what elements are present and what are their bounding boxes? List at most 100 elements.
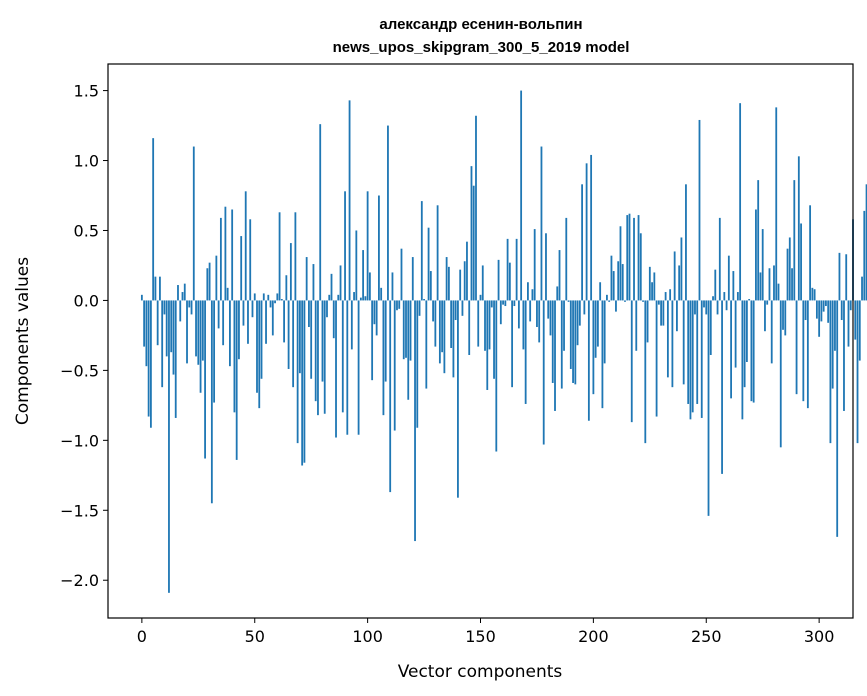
bar bbox=[508, 262, 511, 301]
bar bbox=[201, 300, 204, 361]
bar bbox=[484, 300, 486, 351]
chart-title-line-1: александр есенин-вольпин bbox=[379, 16, 582, 33]
bar bbox=[743, 300, 746, 388]
bar bbox=[348, 100, 351, 301]
bar bbox=[366, 191, 369, 301]
bar bbox=[834, 300, 836, 351]
y-tick-label: 1.5 bbox=[74, 82, 99, 101]
bar bbox=[330, 273, 333, 301]
bar bbox=[770, 300, 773, 364]
x-tick-label: 150 bbox=[465, 627, 496, 646]
bar bbox=[319, 124, 322, 301]
bar bbox=[682, 300, 685, 385]
bar bbox=[341, 300, 344, 413]
bar bbox=[247, 300, 249, 344]
bar bbox=[479, 294, 482, 301]
bar bbox=[843, 300, 845, 411]
bar bbox=[689, 300, 692, 420]
bar bbox=[443, 300, 446, 374]
bar bbox=[409, 300, 412, 361]
y-tick-label: −0.5 bbox=[60, 361, 99, 380]
bar bbox=[723, 292, 726, 301]
bar bbox=[648, 266, 651, 301]
bar bbox=[626, 215, 629, 301]
bar bbox=[298, 300, 301, 374]
y-tick-label: 0.0 bbox=[74, 291, 99, 310]
bar bbox=[777, 283, 780, 301]
bar bbox=[705, 300, 708, 315]
bar bbox=[662, 300, 665, 326]
bar bbox=[147, 300, 150, 417]
bar bbox=[752, 300, 755, 403]
bar bbox=[271, 300, 274, 336]
bar bbox=[208, 262, 211, 301]
bar bbox=[732, 271, 735, 301]
bar bbox=[610, 255, 613, 301]
bar bbox=[603, 300, 606, 364]
bar bbox=[736, 292, 739, 301]
bar bbox=[676, 300, 678, 332]
bar bbox=[472, 185, 475, 301]
bar bbox=[606, 294, 608, 301]
bar bbox=[438, 300, 441, 364]
y-tick-label: −1.5 bbox=[60, 501, 99, 520]
bar bbox=[265, 300, 267, 344]
bar bbox=[730, 300, 732, 399]
bar bbox=[639, 233, 642, 301]
bar bbox=[581, 184, 583, 301]
bar bbox=[457, 300, 459, 498]
bar bbox=[477, 300, 480, 347]
bar bbox=[452, 300, 455, 378]
bar bbox=[567, 300, 570, 302]
bar bbox=[486, 300, 489, 390]
bar bbox=[540, 146, 543, 301]
bar bbox=[671, 300, 674, 388]
bar bbox=[382, 300, 385, 416]
bar bbox=[429, 271, 432, 301]
bar bbox=[459, 269, 462, 301]
bar bbox=[488, 300, 491, 350]
bar bbox=[691, 300, 694, 413]
bar bbox=[572, 300, 574, 383]
bar bbox=[161, 300, 164, 388]
bar bbox=[258, 300, 261, 409]
bar bbox=[856, 300, 859, 444]
bar bbox=[556, 286, 559, 301]
y-tick-label: 1.0 bbox=[74, 152, 99, 171]
y-tick-label: −2.0 bbox=[60, 571, 99, 590]
bar bbox=[154, 276, 157, 301]
bar bbox=[565, 217, 568, 301]
bar bbox=[414, 300, 416, 542]
bar bbox=[854, 300, 857, 340]
bar bbox=[204, 300, 206, 459]
bar bbox=[251, 300, 254, 318]
bar bbox=[750, 300, 753, 402]
bar bbox=[741, 300, 744, 420]
bar bbox=[159, 276, 161, 301]
bar-series bbox=[140, 90, 867, 593]
bar bbox=[612, 271, 615, 301]
bar bbox=[718, 217, 721, 301]
y-tick-label: 0.5 bbox=[74, 221, 99, 240]
bar bbox=[698, 119, 701, 301]
bar bbox=[396, 300, 398, 311]
bar bbox=[727, 255, 730, 301]
bar bbox=[700, 300, 703, 418]
bar bbox=[344, 191, 346, 301]
bar bbox=[533, 229, 536, 301]
bar bbox=[364, 296, 367, 301]
bar bbox=[490, 300, 493, 308]
bar bbox=[822, 300, 825, 312]
bar bbox=[305, 257, 308, 301]
bar bbox=[269, 300, 272, 308]
bar bbox=[371, 300, 374, 381]
bar bbox=[809, 205, 812, 301]
bar bbox=[321, 300, 324, 382]
bar bbox=[628, 213, 631, 301]
bar bbox=[827, 300, 830, 323]
bar bbox=[721, 300, 723, 474]
bar bbox=[838, 252, 841, 301]
bar bbox=[599, 282, 602, 301]
bar bbox=[140, 294, 143, 301]
